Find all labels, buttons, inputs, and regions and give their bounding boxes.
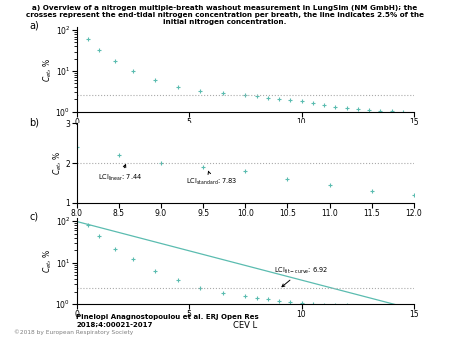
Text: LCI$_{\rm fit-curve}$: 6.92: LCI$_{\rm fit-curve}$: 6.92 <box>274 265 329 287</box>
Text: c): c) <box>29 211 38 221</box>
Text: 2018;4:00021-2017: 2018;4:00021-2017 <box>76 322 153 328</box>
Y-axis label: $C_{et}$, %: $C_{et}$, % <box>41 57 54 81</box>
X-axis label: CEV L: CEV L <box>233 128 257 137</box>
Y-axis label: $C_{et}$, %: $C_{et}$, % <box>51 151 64 175</box>
Y-axis label: $C_{et}$, %: $C_{et}$, % <box>41 249 54 273</box>
Text: a) Overview of a nitrogen multiple-breath washout measurement in LungSim (NM Gmb: a) Overview of a nitrogen multiple-breat… <box>26 5 424 25</box>
Text: b): b) <box>29 117 39 127</box>
X-axis label: CEV L: CEV L <box>233 219 257 228</box>
X-axis label: CEV L: CEV L <box>233 321 257 330</box>
Text: ©2018 by European Respiratory Society: ©2018 by European Respiratory Society <box>14 330 133 335</box>
Text: LCI$_{\rm standard}$: 7.83: LCI$_{\rm standard}$: 7.83 <box>186 171 238 187</box>
Text: Pinelopi Anagnostopoulou et al. ERJ Open Res: Pinelopi Anagnostopoulou et al. ERJ Open… <box>76 314 259 320</box>
Text: LCI$_{\rm linear}$: 7.44: LCI$_{\rm linear}$: 7.44 <box>98 165 142 183</box>
Text: a): a) <box>29 20 39 30</box>
